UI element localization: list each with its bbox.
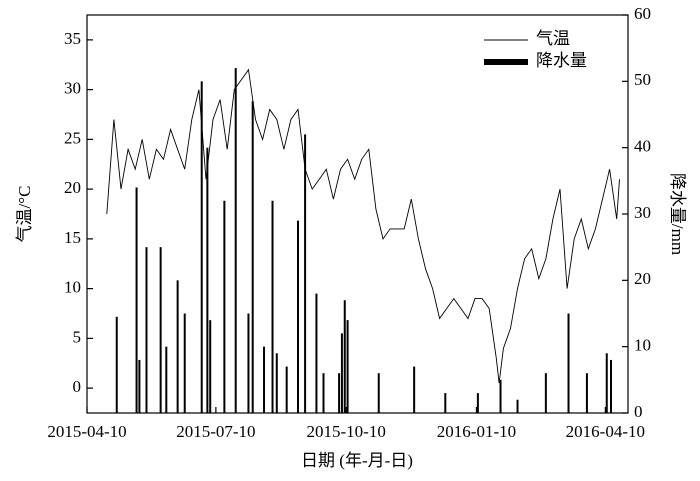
y-tick-label: 25 (64, 128, 81, 147)
x-tick-label: 2015-07-10 (176, 422, 255, 441)
y-tick-label: 15 (64, 228, 81, 247)
precipitation-bar (343, 300, 346, 413)
precipitation-bar (605, 353, 608, 413)
precipitation-bar (176, 280, 179, 413)
precipitation-bar (251, 101, 254, 413)
x-tick-label: 2015-04-10 (47, 422, 126, 441)
y-tick-label: 10 (64, 278, 81, 297)
precipitation-bar (346, 320, 349, 413)
precipitation-bar (585, 373, 588, 413)
precipitation-bar (338, 373, 341, 413)
precipitation-bar (165, 346, 168, 413)
precipitation-bar (247, 313, 250, 413)
precipitation-bar (285, 366, 288, 413)
precipitation-bar (183, 313, 186, 413)
precipitation-bar (206, 147, 209, 413)
y2-axis-title: 降水量/mm (668, 173, 687, 255)
y2-tick-label: 60 (634, 4, 651, 23)
precipitation-bar (567, 313, 570, 413)
temperature-line (106, 68, 620, 384)
y2-tick-label: 30 (634, 203, 651, 222)
precipitation-bar (476, 393, 479, 413)
precipitation-bar (135, 187, 138, 413)
precipitation-bar (159, 247, 162, 413)
precipitation-bar (315, 293, 318, 413)
precipitation-bar (499, 379, 502, 413)
y-tick-label: 30 (64, 79, 81, 98)
legend-label: 气温 (536, 29, 570, 48)
y-tick-label: 20 (64, 178, 81, 197)
precipitation-bar (271, 200, 274, 413)
precipitation-bar (516, 399, 519, 413)
x-axis-title: 日期 (年-月-日) (301, 451, 413, 470)
precipitation-bar (297, 220, 300, 413)
y2-tick-label: 20 (634, 269, 651, 288)
precipitation-bar (340, 333, 343, 413)
y-tick-label: 0 (73, 377, 82, 396)
precipitation-bar (145, 247, 148, 413)
x-tick-label: 2016-01-10 (437, 422, 516, 441)
precipitation-bar (304, 134, 307, 413)
y-tick-label: 5 (73, 327, 82, 346)
plot-frame (86, 14, 629, 414)
y2-tick-label: 10 (634, 336, 651, 355)
precipitation-bar (234, 68, 237, 414)
precipitation-bar (209, 320, 212, 413)
y2-tick-label: 40 (634, 137, 651, 156)
precipitation-bar (377, 373, 380, 413)
precipitation-bar (444, 393, 447, 413)
precipitation-bar (263, 346, 266, 413)
precipitation-bar (544, 373, 547, 413)
legend-swatch (484, 59, 528, 65)
precipitation-bar (275, 353, 278, 413)
precipitation-bar (610, 359, 613, 413)
precipitation-bar (322, 373, 325, 413)
x-tick-label: 2015-10-10 (307, 422, 386, 441)
precipitation-bar (413, 366, 416, 413)
y-axis-title: 气温/°C (15, 186, 34, 243)
precipitation-bar (223, 200, 226, 413)
precipitation-bar (115, 316, 118, 413)
y2-tick-label: 50 (634, 70, 651, 89)
x-tick-label: 2016-04-10 (566, 422, 645, 441)
precipitation-bar (200, 81, 203, 413)
y-tick-label: 35 (64, 29, 81, 48)
legend-label: 降水量 (536, 51, 587, 70)
y2-tick-label: 0 (634, 402, 643, 421)
precipitation-bar (138, 359, 141, 413)
